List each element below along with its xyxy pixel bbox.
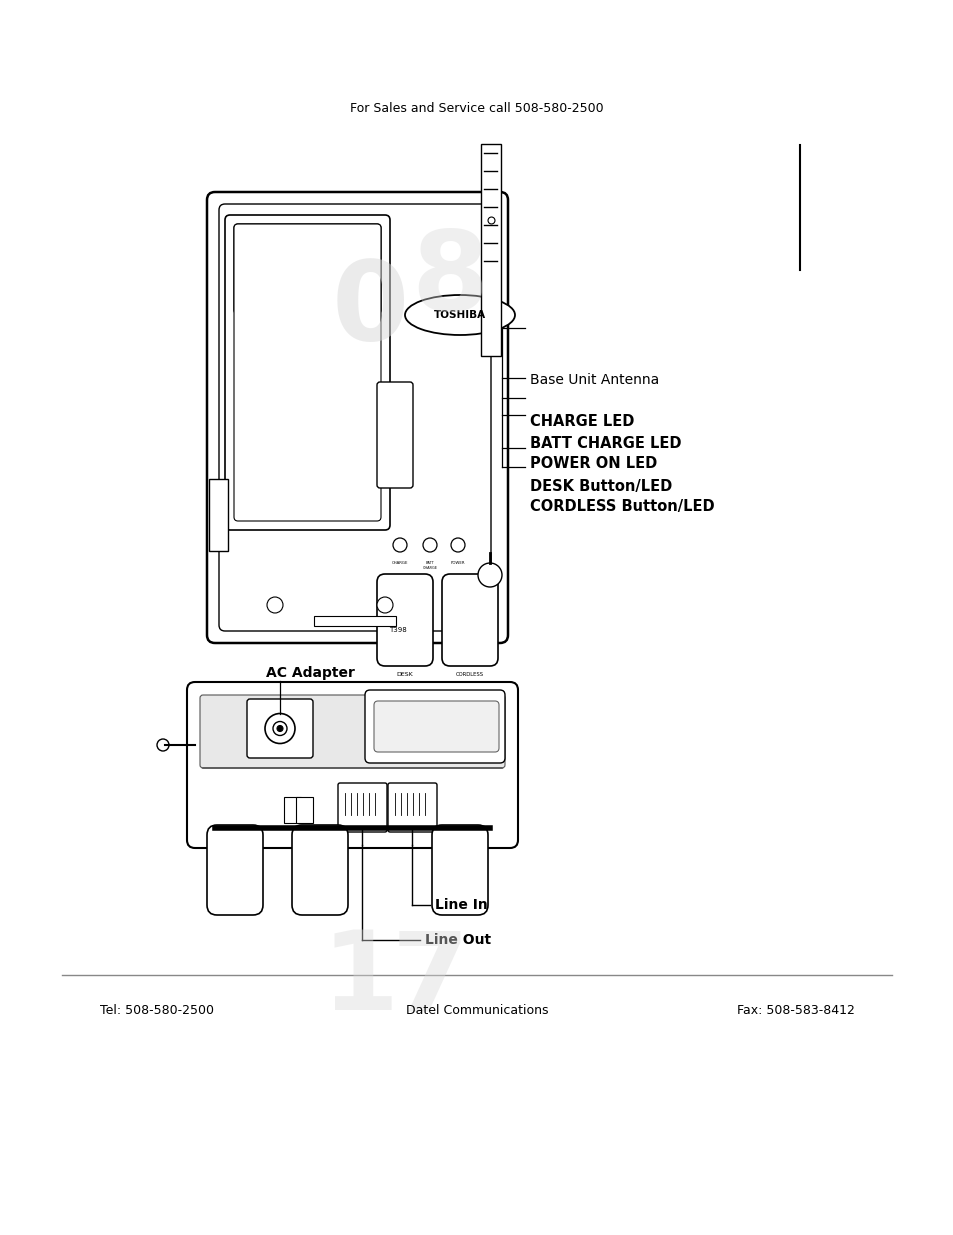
FancyBboxPatch shape <box>365 690 504 763</box>
FancyBboxPatch shape <box>376 382 413 488</box>
FancyBboxPatch shape <box>295 797 313 823</box>
FancyBboxPatch shape <box>314 616 395 626</box>
FancyBboxPatch shape <box>207 191 507 643</box>
Text: CHARGE LED: CHARGE LED <box>530 415 634 430</box>
FancyBboxPatch shape <box>292 825 348 915</box>
Text: For Sales and Service call 508-580-2500: For Sales and Service call 508-580-2500 <box>350 101 603 115</box>
FancyBboxPatch shape <box>187 682 517 848</box>
Circle shape <box>276 725 283 731</box>
Text: CORDLESS Button/LED: CORDLESS Button/LED <box>530 499 714 515</box>
Text: TOSHIBA: TOSHIBA <box>434 310 485 320</box>
Text: 1: 1 <box>321 926 398 1034</box>
FancyBboxPatch shape <box>441 574 497 666</box>
Text: BATT
CHARGE: BATT CHARGE <box>422 561 437 569</box>
Text: Line In: Line In <box>435 898 487 911</box>
Circle shape <box>273 721 287 736</box>
FancyBboxPatch shape <box>376 574 433 666</box>
FancyBboxPatch shape <box>374 701 498 752</box>
Text: Tel: 508-580-2500: Tel: 508-580-2500 <box>100 1004 213 1016</box>
Text: 8: 8 <box>411 226 488 333</box>
FancyBboxPatch shape <box>233 224 380 521</box>
Circle shape <box>393 538 407 552</box>
Text: Line Out: Line Out <box>424 932 491 947</box>
Circle shape <box>157 739 169 751</box>
Text: AC Adapter: AC Adapter <box>265 666 355 680</box>
Ellipse shape <box>405 295 515 335</box>
Text: POWER ON LED: POWER ON LED <box>530 457 657 472</box>
Circle shape <box>265 714 294 743</box>
FancyBboxPatch shape <box>225 215 390 530</box>
FancyBboxPatch shape <box>337 783 387 832</box>
Text: POWER: POWER <box>450 561 465 564</box>
Text: DESK Button/LED: DESK Button/LED <box>530 478 672 494</box>
FancyBboxPatch shape <box>219 204 491 631</box>
Circle shape <box>477 563 501 587</box>
FancyBboxPatch shape <box>480 144 500 356</box>
Circle shape <box>422 538 436 552</box>
FancyBboxPatch shape <box>284 797 301 823</box>
FancyBboxPatch shape <box>388 783 436 832</box>
FancyBboxPatch shape <box>247 699 313 758</box>
Circle shape <box>376 597 393 613</box>
Text: Datel Communications: Datel Communications <box>405 1004 548 1016</box>
Text: T398: T398 <box>388 627 406 634</box>
Text: BATT CHARGE LED: BATT CHARGE LED <box>530 436 680 452</box>
Text: CORDLESS: CORDLESS <box>456 673 483 678</box>
FancyBboxPatch shape <box>209 479 228 551</box>
Text: Base Unit Antenna: Base Unit Antenna <box>530 373 659 387</box>
FancyBboxPatch shape <box>233 224 380 314</box>
Text: DESK: DESK <box>396 673 413 678</box>
FancyBboxPatch shape <box>207 825 263 915</box>
Text: CHARGE: CHARGE <box>392 561 408 564</box>
FancyBboxPatch shape <box>432 825 488 915</box>
Circle shape <box>451 538 464 552</box>
Text: 0: 0 <box>331 257 408 363</box>
Circle shape <box>267 597 283 613</box>
FancyBboxPatch shape <box>200 695 504 768</box>
Text: 7: 7 <box>391 926 468 1034</box>
Text: Fax: 508-583-8412: Fax: 508-583-8412 <box>737 1004 854 1016</box>
